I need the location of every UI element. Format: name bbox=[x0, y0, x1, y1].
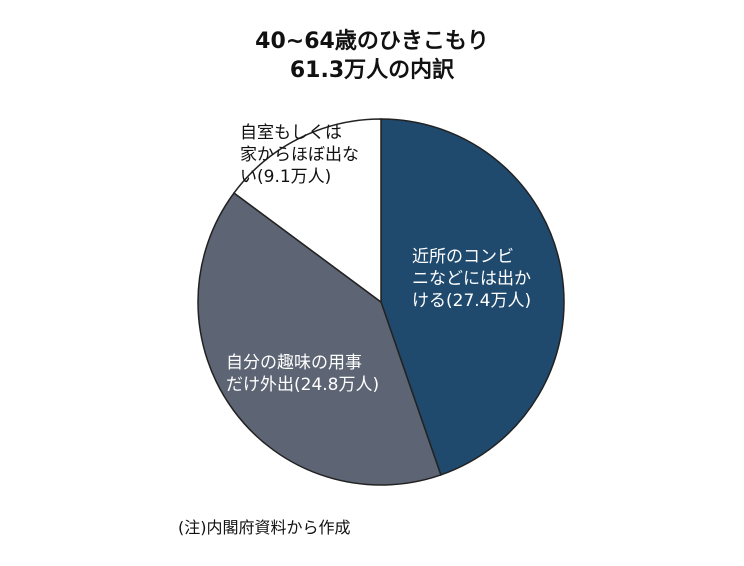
slice-label-line: ける(27.4万人) bbox=[412, 291, 531, 311]
slice-label-line: 自室もしくは bbox=[240, 123, 342, 143]
slice-label-line: い(9.1万人) bbox=[240, 167, 331, 187]
slice-label-0: 近所のコンビニなどには出かける(27.4万人) bbox=[412, 247, 531, 311]
slice-label-line: ニなどには出か bbox=[412, 269, 531, 289]
pie-slice-1 bbox=[197, 191, 442, 486]
chart-title-line1: 40~64歳のひきこもり bbox=[255, 29, 489, 54]
slice-label-line: 家からほぼ出な bbox=[240, 145, 359, 165]
chart-title-line2: 61.3万人の内訳 bbox=[289, 58, 455, 83]
slice-label-line: 近所のコンビ bbox=[412, 247, 514, 267]
slice-label-line: 自分の趣味の用事 bbox=[226, 353, 362, 373]
pie-slice-2 bbox=[232, 118, 382, 304]
source-note: (注)内閣府資料から作成 bbox=[178, 518, 351, 537]
pie-slice-0 bbox=[380, 118, 565, 476]
slice-label-2: 自室もしくは家からほぼ出ない(9.1万人) bbox=[240, 123, 359, 187]
slice-label-line: だけ外出(24.8万人) bbox=[226, 375, 379, 395]
slice-label-1: 自分の趣味の用事だけ外出(24.8万人) bbox=[226, 353, 379, 395]
